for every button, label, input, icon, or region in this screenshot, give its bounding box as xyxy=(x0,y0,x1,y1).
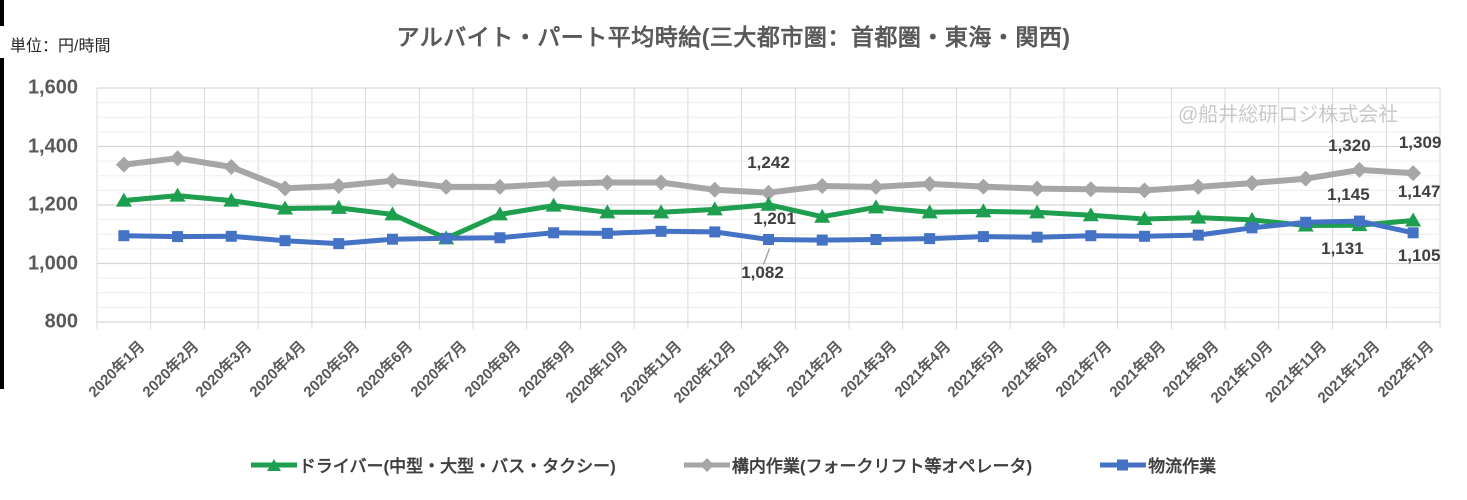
legend-item-2: 物流作業 xyxy=(1100,452,1216,477)
data-label: 1,105 xyxy=(1397,245,1441,265)
y-tick-label: 1,000 xyxy=(27,252,78,274)
y-tick-label: 800 xyxy=(44,310,78,333)
y-tick-label: 1,600 xyxy=(27,76,78,99)
legend-marker-diamond-icon xyxy=(683,457,730,472)
legend: ドライバー(中型・大型・バス・タクシー) 構内作業(フォークリフト等オペレータ) 物… xyxy=(0,452,1467,477)
data-label: 1,320 xyxy=(1328,135,1371,155)
legend-marker-triangle-icon xyxy=(250,458,297,471)
legend-label: ドライバー(中型・大型・バス・タクシー) xyxy=(298,457,616,476)
data-label: 1,309 xyxy=(1398,133,1442,153)
window-edge-mark-top xyxy=(0,0,4,26)
y-tick-label: 1,200 xyxy=(27,193,78,216)
legend-item-1: 構内作業(フォークリフト等オペレータ) xyxy=(683,452,1033,477)
data-label: 1,145 xyxy=(1327,185,1370,205)
window-edge-mark-main xyxy=(0,58,4,389)
watermark: @船井総研ロジ株式会社 xyxy=(1178,104,1399,126)
data-label: 1,082 xyxy=(741,262,784,282)
y-tick-label: 1,400 xyxy=(27,135,78,157)
legend-marker-square-icon xyxy=(1100,459,1147,470)
legend-label: 構内作業(フォークリフト等オペレータ) xyxy=(731,457,1033,476)
data-label: 1,242 xyxy=(747,152,790,172)
chart-title: アルバイト・パート平均時給(三大都市圏：首都圏・東海・関西) xyxy=(396,24,1071,50)
unit-label: 単位：円/時間 xyxy=(10,38,111,55)
data-label: 1,131 xyxy=(1321,239,1364,259)
legend-item-0: ドライバー(中型・大型・バス・タクシー) xyxy=(250,452,616,477)
legend-label: 物流作業 xyxy=(1148,457,1217,476)
data-label: 1,201 xyxy=(753,208,796,228)
data-label: 1,147 xyxy=(1397,181,1441,201)
